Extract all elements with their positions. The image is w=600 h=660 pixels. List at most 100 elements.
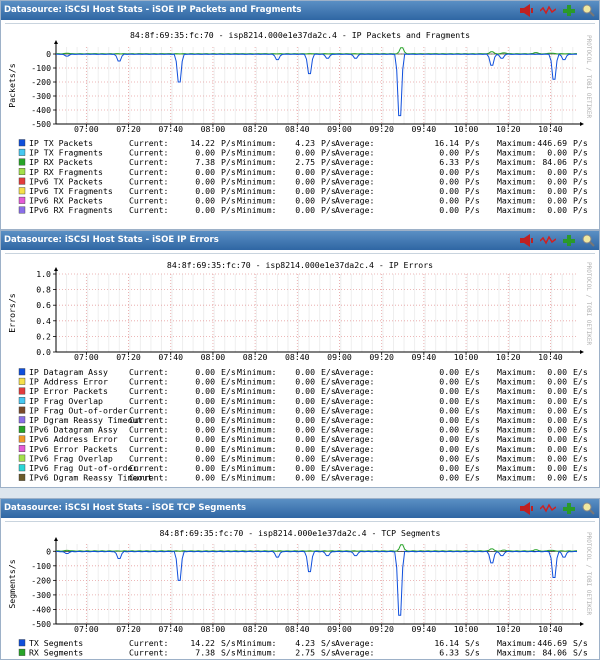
- legend-current-value: 7.38: [195, 157, 215, 167]
- legend-unit: E/s: [573, 377, 588, 387]
- legend-average-value: 0.00: [439, 367, 459, 377]
- add-graph-icon[interactable]: [563, 4, 576, 25]
- legend-current-label: Current:: [129, 434, 168, 444]
- x-tick-label: 10:40: [538, 124, 563, 134]
- search-icon[interactable]: [582, 502, 595, 523]
- add-graph-icon[interactable]: [563, 502, 576, 523]
- legend-average-value: 0.00: [439, 425, 459, 435]
- chart-title: 84:8f:69:35:fc:70 - isp8214.000e1e37da2c…: [167, 260, 433, 270]
- legend-maximum-value: 0.00: [547, 196, 567, 206]
- x-tick-label: 10:20: [496, 624, 521, 634]
- legend-average-label: Average:: [335, 367, 374, 377]
- x-tick-label: 08:00: [201, 124, 226, 134]
- legend-current-label: Current:: [129, 196, 168, 206]
- x-tick-label: 09:40: [412, 624, 437, 634]
- panel-title: Datasource: iSCSI Host Stats - iSOE TCP …: [4, 503, 247, 513]
- y-tick-label: 0.6: [36, 300, 51, 310]
- plot-area: [56, 544, 577, 624]
- legend-minimum-label: Minimum:: [237, 386, 276, 396]
- series-line: [55, 53, 578, 117]
- legend-current-value: 0.00: [195, 167, 215, 177]
- x-tick-label: 09:40: [412, 352, 437, 362]
- legend-unit: S/s: [573, 638, 588, 648]
- search-icon[interactable]: [582, 4, 595, 25]
- legend-series-name: IP RX Fragments: [29, 167, 103, 177]
- x-tick-label: 10:00: [454, 124, 479, 134]
- legend-series-name: IP TX Packets: [29, 138, 93, 148]
- legend-unit: P/s: [465, 196, 480, 206]
- x-tick-label: 10:00: [454, 624, 479, 634]
- legend-swatch: [18, 158, 26, 166]
- legend-unit: S/s: [321, 638, 336, 648]
- legend-unit: S/s: [465, 638, 480, 648]
- legend-unit: P/s: [321, 148, 336, 158]
- legend-unit: E/s: [221, 396, 236, 406]
- legend-average-value: 0.00: [439, 463, 459, 473]
- legend-unit: P/s: [573, 176, 588, 186]
- graph-trend-icon[interactable]: [539, 502, 557, 523]
- legend-series-name: IPv6 Datagram Assy: [29, 425, 118, 435]
- legend-minimum-value: 2.75: [295, 648, 315, 658]
- graph-trend-icon[interactable]: [539, 234, 557, 255]
- legend-minimum-label: Minimum:: [237, 167, 276, 177]
- chart-ip-packets[interactable]: 84:8f:69:35:fc:70 - isp8214.000e1e37da2c…: [5, 24, 595, 224]
- legend-maximum-label: Maximum:: [497, 205, 536, 215]
- zoom-graph-icon[interactable]: [519, 4, 534, 25]
- legend-current-label: Current:: [129, 463, 168, 473]
- legend-unit: E/s: [573, 453, 588, 463]
- x-tick-label: 07:20: [116, 352, 141, 362]
- legend-unit: P/s: [465, 148, 480, 158]
- graph-trend-icon[interactable]: [539, 4, 557, 25]
- legend-swatch: [18, 464, 26, 472]
- x-tick-label: 08:00: [201, 352, 226, 362]
- legend-average-value: 0.00: [439, 434, 459, 444]
- legend-minimum-value: 0.00: [295, 196, 315, 206]
- legend-minimum-label: Minimum:: [237, 367, 276, 377]
- legend-unit: E/s: [221, 377, 236, 387]
- panel-header: Datasource: iSCSI Host Stats - iSOE TCP …: [1, 499, 599, 518]
- search-icon[interactable]: [582, 234, 595, 255]
- legend-minimum-label: Minimum:: [237, 377, 276, 387]
- chart-ip-errors[interactable]: 84:8f:69:35:fc:70 - isp8214.000e1e37da2c…: [5, 254, 595, 482]
- legend-maximum-label: Maximum:: [497, 453, 536, 463]
- legend-series-name: IP Datagram Assy: [29, 367, 108, 377]
- panel-tcp-segments: Datasource: iSCSI Host Stats - iSOE TCP …: [0, 498, 600, 660]
- legend-unit: P/s: [321, 138, 336, 148]
- legend-average-label: Average:: [335, 463, 374, 473]
- legend-unit: E/s: [221, 473, 236, 482]
- legend-average-value: 0.00: [439, 205, 459, 215]
- legend-swatch: [18, 387, 26, 395]
- legend-unit: E/s: [465, 377, 480, 387]
- legend-unit: E/s: [573, 425, 588, 435]
- legend-unit: P/s: [321, 205, 336, 215]
- y-tick-label: 0.8: [36, 285, 51, 295]
- legend-current-label: Current:: [129, 138, 168, 148]
- series-line: [55, 544, 578, 552]
- legend-swatch: [18, 206, 26, 214]
- add-graph-icon[interactable]: [563, 234, 576, 255]
- legend-series-name: IP Dgram Reassy Timeout: [29, 415, 142, 425]
- zoom-graph-icon[interactable]: [519, 234, 534, 255]
- chart-tcp-segments[interactable]: 84:8f:69:35:fc:70 - isp8214.000e1e37da2c…: [5, 522, 595, 658]
- legend-maximum-value: 446.69: [537, 638, 567, 648]
- legend-series-name: IPv6 RX Fragments: [29, 205, 113, 215]
- header-icons: [515, 4, 595, 17]
- legend-unit: E/s: [321, 444, 336, 454]
- legend-maximum-label: Maximum:: [497, 167, 536, 177]
- legend-minimum-value: 0.00: [295, 367, 315, 377]
- zoom-graph-icon[interactable]: [519, 502, 534, 523]
- legend-maximum-label: Maximum:: [497, 386, 536, 396]
- legend-current-value: 0.00: [195, 148, 215, 158]
- legend-minimum-label: Minimum:: [237, 415, 276, 425]
- x-tick-label: 09:20: [369, 124, 394, 134]
- legend-maximum-label: Maximum:: [497, 157, 536, 167]
- legend-unit: E/s: [221, 415, 236, 425]
- legend-minimum-value: 4.23: [295, 138, 315, 148]
- y-tick-label: -400: [31, 105, 51, 115]
- legend-unit: E/s: [321, 473, 336, 482]
- legend-average-value: 0.00: [439, 386, 459, 396]
- x-tick-label: 07:20: [116, 124, 141, 134]
- legend-unit: S/s: [221, 638, 236, 648]
- x-tick-label: 08:20: [243, 124, 268, 134]
- legend-maximum-label: Maximum:: [497, 444, 536, 454]
